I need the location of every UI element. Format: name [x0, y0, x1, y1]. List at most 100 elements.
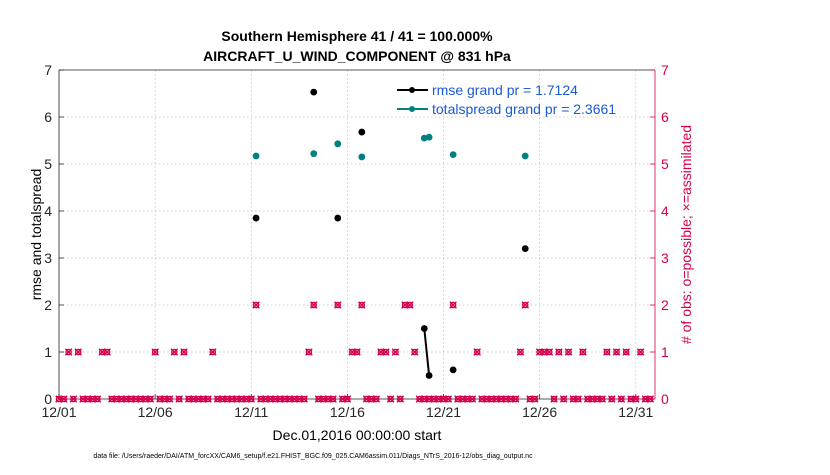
obs-count-marker — [146, 395, 155, 403]
obs-possible-circle — [411, 348, 418, 356]
obs-possible-circle — [300, 395, 308, 403]
obs-count-marker — [209, 348, 217, 356]
obs-count-marker — [247, 395, 256, 403]
obs-possible-circle — [531, 395, 539, 403]
obs-assimilated-cross — [449, 301, 457, 309]
rmse-point — [425, 372, 433, 379]
rmse-point — [420, 325, 428, 332]
legend-marker-rmse — [409, 87, 415, 93]
obs-count-marker — [93, 395, 102, 403]
obs-count-marker — [531, 395, 539, 403]
obs-possible-circle — [603, 348, 611, 356]
obs-count-marker — [550, 395, 558, 403]
y-axis-label: rmse and totalspread — [28, 169, 44, 301]
obs-count-marker — [382, 348, 390, 356]
obs-assimilated-cross — [521, 301, 530, 309]
obs-assimilated-cross — [305, 348, 313, 356]
totalspread-point — [449, 151, 457, 159]
obs-possible-circle — [353, 348, 361, 356]
obs-count-marker — [353, 348, 361, 356]
obs-count-marker — [305, 348, 313, 356]
obs-count-marker — [603, 348, 611, 356]
obs-possible-circle — [151, 348, 159, 356]
y2-tick-label: 3 — [661, 250, 669, 266]
legend: rmse grand pr = 1.7124 totalspread grand… — [397, 82, 616, 117]
y2-tick-label: 1 — [661, 344, 669, 360]
obs-possible-circle — [334, 301, 342, 309]
obs-possible-circle — [175, 395, 183, 403]
obs-possible-circle — [387, 395, 394, 403]
obs-count-marker — [309, 301, 318, 309]
obs-possible-circle — [550, 395, 558, 403]
y-tick-label: 2 — [44, 297, 52, 313]
x-tick-label: 12/21 — [426, 404, 461, 420]
obs-assimilated-cross — [559, 395, 568, 403]
y-tick-label: 1 — [44, 344, 52, 360]
obs-assimilated-cross — [617, 395, 626, 403]
obs-assimilated-cross — [170, 348, 179, 356]
obs-count-marker — [598, 395, 606, 403]
obs-count-marker — [617, 395, 626, 403]
obs-possible-circle — [392, 348, 399, 356]
obs-possible-circle — [344, 395, 351, 403]
obs-assimilated-cross — [93, 395, 102, 403]
obs-possible-circle — [209, 348, 217, 356]
obs-assimilated-cross — [151, 348, 159, 356]
obs-possible-circle — [565, 348, 572, 356]
obs-assimilated-cross — [555, 348, 563, 356]
obs-assimilated-cross — [410, 348, 419, 356]
obs-count-marker — [60, 395, 68, 403]
obs-assimilated-cross — [516, 348, 525, 356]
obs-possible-circle — [574, 395, 582, 403]
totalspread-point — [334, 140, 342, 148]
rmse-point — [334, 214, 342, 222]
obs-possible-circle — [512, 395, 519, 403]
obs-count-marker — [170, 348, 179, 356]
obs-possible-circle — [449, 301, 457, 309]
obs-assimilated-cross — [511, 395, 520, 403]
obs-assimilated-cross — [646, 395, 654, 403]
legend-label-totalspread: totalspread grand pr = 2.3661 — [432, 101, 616, 117]
obs-assimilated-cross — [300, 395, 308, 403]
obs-possible-circle — [70, 395, 77, 403]
obs-count-marker — [64, 348, 73, 356]
obs-assimilated-cross — [372, 395, 381, 403]
obs-assimilated-cross — [603, 348, 611, 356]
rmse-point — [252, 214, 260, 222]
obs-assimilated-cross — [74, 348, 83, 356]
obs-count-marker — [612, 348, 621, 356]
obs-possible-circle — [310, 301, 318, 309]
obs-assimilated-cross — [103, 348, 111, 356]
y-tick-label: 3 — [44, 250, 52, 266]
obs-possible-circle — [579, 348, 587, 356]
x-tick-label: 12/01 — [41, 404, 76, 420]
y2-axis-label: # of obs: o=possible; ×=assimilated — [678, 125, 694, 344]
obs-count-marker — [410, 348, 419, 356]
obs-assimilated-cross — [204, 395, 212, 403]
totalspread-point — [521, 152, 529, 160]
y-tick-label: 5 — [44, 156, 52, 172]
obs-count-marker — [449, 301, 457, 309]
obs-count-marker — [180, 348, 188, 356]
obs-possible-circle — [560, 395, 567, 403]
obs-count-marker — [622, 348, 630, 356]
obs-possible-circle — [65, 348, 72, 356]
obs-count-marker — [406, 301, 414, 309]
obs-count-marker — [545, 348, 554, 356]
obs-assimilated-cross — [60, 395, 68, 403]
obs-count-marker — [636, 348, 645, 356]
obs-assimilated-cross — [343, 395, 352, 403]
obs-possible-circle — [598, 395, 606, 403]
obs-assimilated-cross — [64, 348, 73, 356]
obs-assimilated-cross — [175, 395, 183, 403]
rmse-point — [310, 88, 318, 96]
x-tick-label: 12/31 — [618, 404, 653, 420]
obs-assimilated-cross — [444, 395, 453, 403]
y2-tick-label: 2 — [661, 297, 669, 313]
chart-title-line-2: AIRCRAFT_U_WIND_COMPONENT @ 831 hPa — [203, 48, 511, 64]
obs-assimilated-cross — [406, 301, 414, 309]
obs-assimilated-cross — [329, 395, 337, 403]
obs-possible-circle — [382, 348, 390, 356]
x-axis-label: Dec.01,2016 00:00:00 start — [273, 427, 442, 443]
